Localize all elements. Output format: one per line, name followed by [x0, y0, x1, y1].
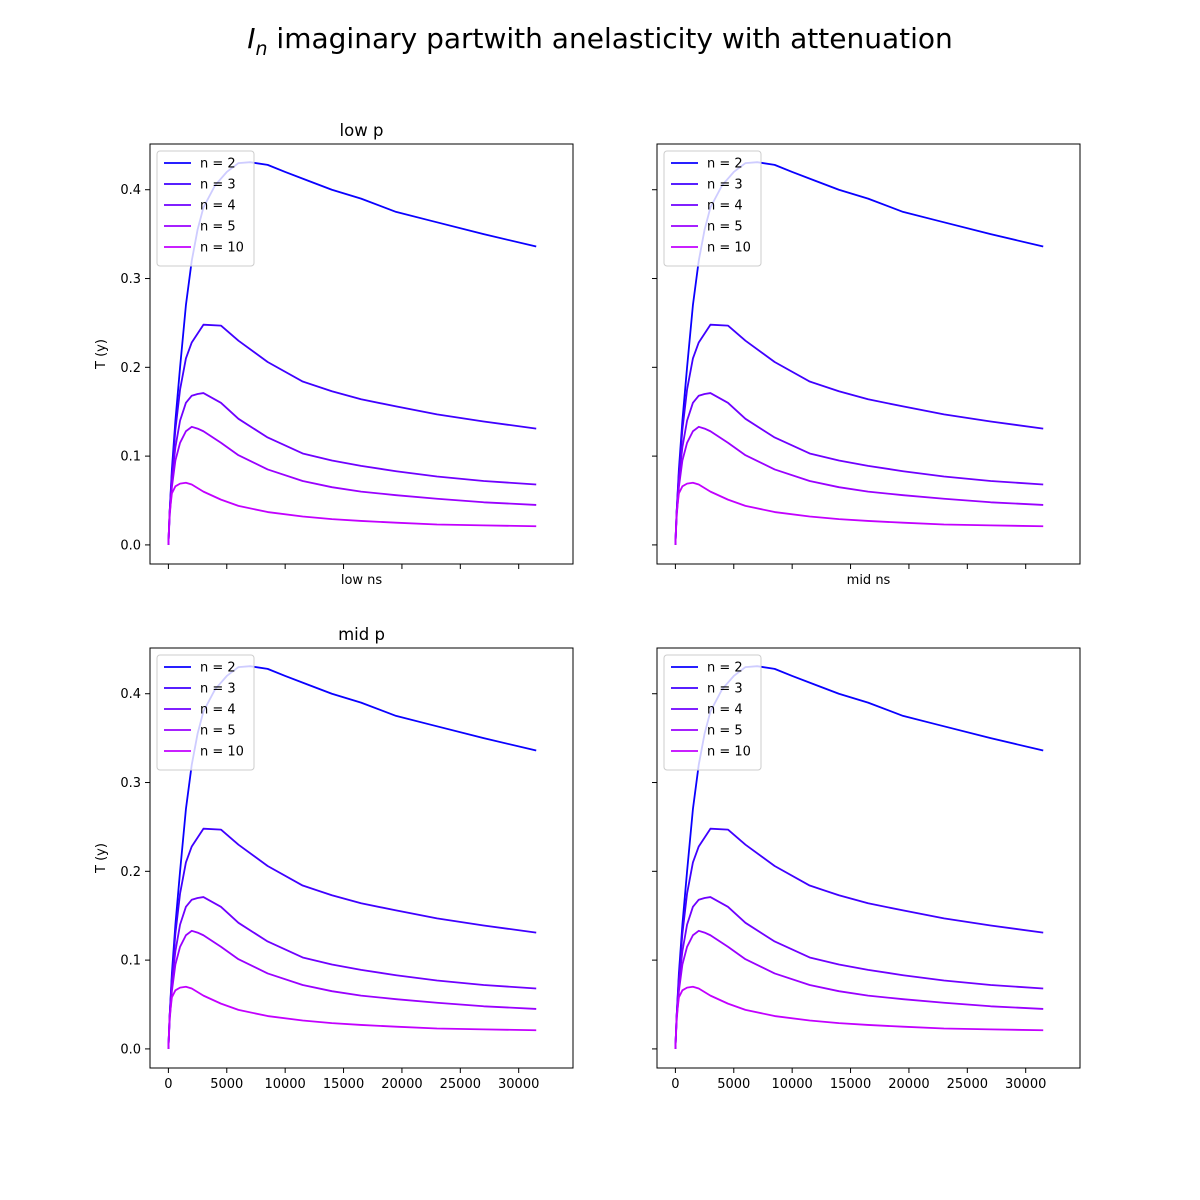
axes-frame: [149, 143, 574, 565]
legend-label: n = 10: [200, 745, 244, 760]
series-lines: [674, 161, 1044, 545]
series-line-n4: [674, 896, 1044, 1049]
series-line-n10: [674, 481, 1044, 545]
legend-label: n = 5: [707, 724, 743, 739]
subplot-4: 0 5000 10000 15000 20000 25000 30000 n = 2 n = 3…: [652, 647, 1081, 1092]
legend-label: n = 2: [707, 661, 743, 676]
x-tick-label: 5000: [210, 1077, 243, 1092]
figure-title-symbol: I: [247, 22, 255, 55]
x-tick-label: 15000: [323, 1077, 364, 1092]
legend: n = 2 n = 3 n = 4 n = 5 n = 10: [156, 150, 255, 267]
series-line-n4: [674, 392, 1044, 545]
x-axis-label: low ns: [341, 573, 383, 588]
series-line-n10: [674, 985, 1044, 1049]
legend-label: n = 5: [200, 220, 236, 235]
legend-label: n = 2: [200, 157, 236, 172]
x-tick-label: 0: [671, 1077, 679, 1092]
series-line-n4: [167, 896, 537, 1049]
y-tick-label: 0.0: [120, 538, 141, 553]
y-tick-label: 0.1: [120, 450, 141, 465]
subplot-title: mid p: [338, 625, 385, 644]
legend: n = 2 n = 3 n = 4 n = 5 n = 10: [156, 654, 255, 771]
legend-label: n = 3: [200, 178, 236, 193]
x-tick-label: 20000: [888, 1077, 929, 1092]
axes-frame: [656, 143, 1081, 565]
series-line-n5: [674, 929, 1044, 1049]
y-tick-label: 0.2: [120, 865, 141, 880]
series-line-n3: [167, 827, 537, 1049]
legend-label: n = 5: [200, 724, 236, 739]
x-tick-label: 15000: [830, 1077, 871, 1092]
axes-frame: [656, 647, 1081, 1069]
y-tick-label: 0.0: [120, 1042, 141, 1057]
legend-box: [663, 150, 762, 267]
legend-label: n = 10: [707, 241, 751, 256]
subplot-2: mid ns n = 2 n = 3 n = 4 n = 5 n = 10: [652, 143, 1081, 588]
axes-frame: [149, 647, 574, 1069]
series-line-n5: [167, 425, 537, 545]
y-axis-label: T (y): [94, 339, 109, 370]
figure-title-text: imaginary partwith anelasticity with att…: [268, 22, 953, 55]
y-tick-label: 0.1: [120, 954, 141, 969]
legend-label: n = 5: [707, 220, 743, 235]
legend-label: n = 3: [707, 682, 743, 697]
x-tick-label: 5000: [717, 1077, 750, 1092]
y-axis-label: T (y): [94, 843, 109, 874]
x-tick-label: 25000: [440, 1077, 481, 1092]
series-line-n3: [674, 323, 1044, 545]
legend-label: n = 4: [200, 199, 236, 214]
legend-box: [156, 150, 255, 267]
figure-title: In imaginary partwith anelasticity with …: [247, 22, 953, 60]
legend: n = 2 n = 3 n = 4 n = 5 n = 10: [663, 150, 762, 267]
x-tick-label: 0: [164, 1077, 172, 1092]
y-tick-label: 0.3: [120, 776, 141, 791]
figure-title-subscript: n: [255, 38, 267, 60]
legend-label: n = 4: [707, 703, 743, 718]
y-tick-label: 0.2: [120, 361, 141, 376]
legend: n = 2 n = 3 n = 4 n = 5 n = 10: [663, 654, 762, 771]
x-tick-label: 10000: [771, 1077, 812, 1092]
legend-box: [663, 654, 762, 771]
x-tick-label: 30000: [498, 1077, 539, 1092]
series-line-n3: [167, 323, 537, 545]
x-tick-label: 20000: [381, 1077, 422, 1092]
y-tick-label: 0.3: [120, 272, 141, 287]
legend-label: n = 4: [200, 703, 236, 718]
x-axis-label: mid ns: [847, 573, 891, 588]
legend-box: [156, 654, 255, 771]
y-tick-label: 0.4: [120, 687, 141, 702]
series-line-n5: [167, 929, 537, 1049]
series-line-n5: [674, 425, 1044, 545]
series-line-n4: [167, 392, 537, 545]
series-line-n3: [674, 827, 1044, 1049]
legend-label: n = 10: [200, 241, 244, 256]
legend-label: n = 10: [707, 745, 751, 760]
subplot-3: 0 5000 10000 15000 20000 25000 30000 0.0 0.1 0.2 0…: [94, 625, 574, 1092]
series-line-n10: [167, 481, 537, 545]
legend-label: n = 3: [200, 682, 236, 697]
x-tick-label: 10000: [264, 1077, 305, 1092]
legend-label: n = 4: [707, 199, 743, 214]
subplot-title: low p: [340, 121, 384, 140]
y-tick-label: 0.4: [120, 183, 141, 198]
series-line-n10: [167, 985, 537, 1049]
legend-label: n = 2: [200, 661, 236, 676]
legend-label: n = 3: [707, 178, 743, 193]
x-tick-label: 30000: [1005, 1077, 1046, 1092]
legend-label: n = 2: [707, 157, 743, 172]
x-tick-label: 25000: [947, 1077, 988, 1092]
